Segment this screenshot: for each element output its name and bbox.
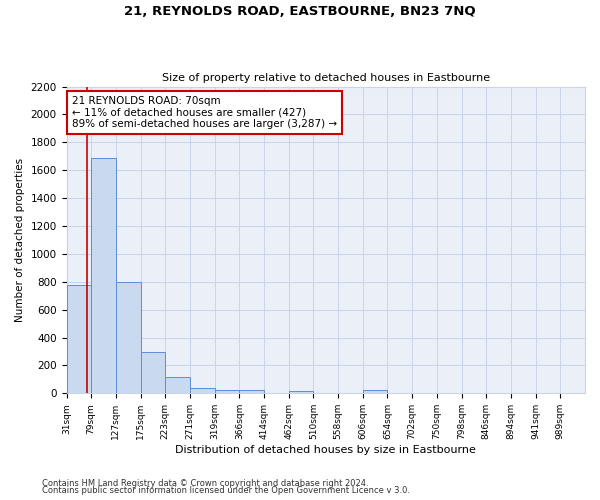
Bar — [116, 282, 140, 394]
X-axis label: Distribution of detached houses by size in Eastbourne: Distribution of detached houses by size … — [175, 445, 476, 455]
Bar — [363, 390, 388, 394]
Bar — [67, 284, 91, 394]
Text: Contains public sector information licensed under the Open Government Licence v : Contains public sector information licen… — [42, 486, 410, 495]
Bar — [215, 390, 239, 394]
Bar — [140, 352, 165, 394]
Title: Size of property relative to detached houses in Eastbourne: Size of property relative to detached ho… — [162, 73, 490, 83]
Bar — [190, 388, 215, 394]
Text: 21, REYNOLDS ROAD, EASTBOURNE, BN23 7NQ: 21, REYNOLDS ROAD, EASTBOURNE, BN23 7NQ — [124, 5, 476, 18]
Bar — [289, 391, 313, 394]
Text: Contains HM Land Registry data © Crown copyright and database right 2024.: Contains HM Land Registry data © Crown c… — [42, 478, 368, 488]
Text: 21 REYNOLDS ROAD: 70sqm
← 11% of detached houses are smaller (427)
89% of semi-d: 21 REYNOLDS ROAD: 70sqm ← 11% of detache… — [72, 96, 337, 129]
Y-axis label: Number of detached properties: Number of detached properties — [15, 158, 25, 322]
Bar — [165, 378, 190, 394]
Bar — [239, 390, 264, 394]
Bar — [91, 158, 116, 394]
